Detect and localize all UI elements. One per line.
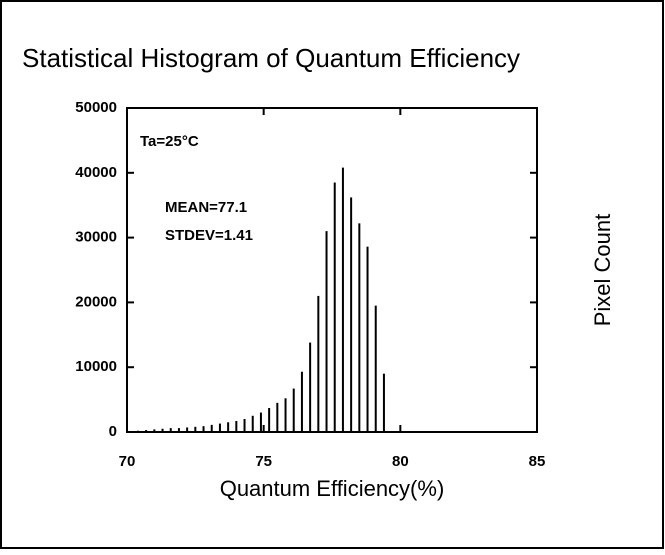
bar <box>235 420 238 432</box>
bar <box>366 246 369 432</box>
bar <box>333 182 336 432</box>
y-axis-label: Pixel Count <box>590 214 615 327</box>
y-tick-label: 0 <box>109 423 117 440</box>
y-tick-label: 10000 <box>75 358 117 375</box>
x-tick-label: 85 <box>529 453 546 470</box>
bar <box>292 388 295 432</box>
annotation: MEAN=77.1 <box>165 199 247 216</box>
annotation: STDEV=1.41 <box>165 227 253 244</box>
bar <box>350 197 353 432</box>
bar <box>169 428 172 432</box>
bar <box>358 223 361 432</box>
bar <box>341 167 344 432</box>
y-tick-label: 30000 <box>75 229 117 246</box>
bar <box>374 305 377 432</box>
y-tick-label: 50000 <box>75 99 117 116</box>
plot-frame <box>126 107 538 433</box>
bar <box>268 408 271 432</box>
bar <box>382 373 385 432</box>
bar <box>259 412 262 432</box>
bar <box>194 426 197 432</box>
bar <box>243 419 246 432</box>
bar <box>202 426 205 432</box>
x-tick-label: 70 <box>119 453 136 470</box>
bar <box>317 295 320 432</box>
bar <box>251 415 254 432</box>
bar <box>145 430 148 432</box>
bar <box>153 429 156 432</box>
chart-title: Statistical Histogram of Quantum Efficie… <box>22 43 520 73</box>
bar <box>309 342 312 432</box>
bar <box>186 427 189 432</box>
y-tick-label: 20000 <box>75 293 117 310</box>
x-tick-label: 80 <box>392 453 409 470</box>
annotation: Ta=25°C <box>140 133 199 150</box>
bar <box>218 423 221 432</box>
bar <box>161 428 164 432</box>
x-tick-label: 75 <box>255 453 272 470</box>
bar <box>210 424 213 432</box>
y-tick-label: 40000 <box>75 164 117 181</box>
x-axis-label: Quantum Efficiency(%) <box>220 476 445 501</box>
bar <box>284 398 287 432</box>
bar <box>136 430 139 432</box>
bar <box>325 231 328 432</box>
bar <box>227 422 230 432</box>
bar <box>276 402 279 432</box>
bar <box>300 371 303 432</box>
bar <box>177 428 180 432</box>
